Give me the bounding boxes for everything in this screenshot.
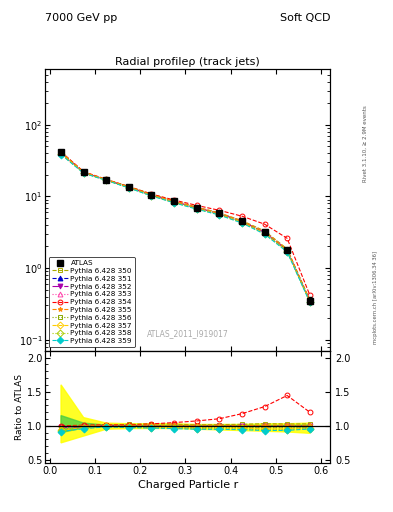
Text: Rivet 3.1.10, ≥ 2.9M events: Rivet 3.1.10, ≥ 2.9M events xyxy=(363,105,368,182)
Y-axis label: Ratio to ATLAS: Ratio to ATLAS xyxy=(15,374,24,440)
Title: Radial profileρ (track jets): Radial profileρ (track jets) xyxy=(115,57,260,67)
Text: 7000 GeV pp: 7000 GeV pp xyxy=(45,13,118,23)
Text: mcplots.cern.ch [arXiv:1306.34 36]: mcplots.cern.ch [arXiv:1306.34 36] xyxy=(373,250,378,344)
Text: ATLAS_2011_I919017: ATLAS_2011_I919017 xyxy=(147,329,229,338)
X-axis label: Charged Particle r: Charged Particle r xyxy=(138,480,238,490)
Polygon shape xyxy=(61,385,310,443)
Polygon shape xyxy=(61,416,310,433)
Text: Soft QCD: Soft QCD xyxy=(280,13,330,23)
Legend: ATLAS, Pythia 6.428 350, Pythia 6.428 351, Pythia 6.428 352, Pythia 6.428 353, P: ATLAS, Pythia 6.428 350, Pythia 6.428 35… xyxy=(49,257,135,347)
